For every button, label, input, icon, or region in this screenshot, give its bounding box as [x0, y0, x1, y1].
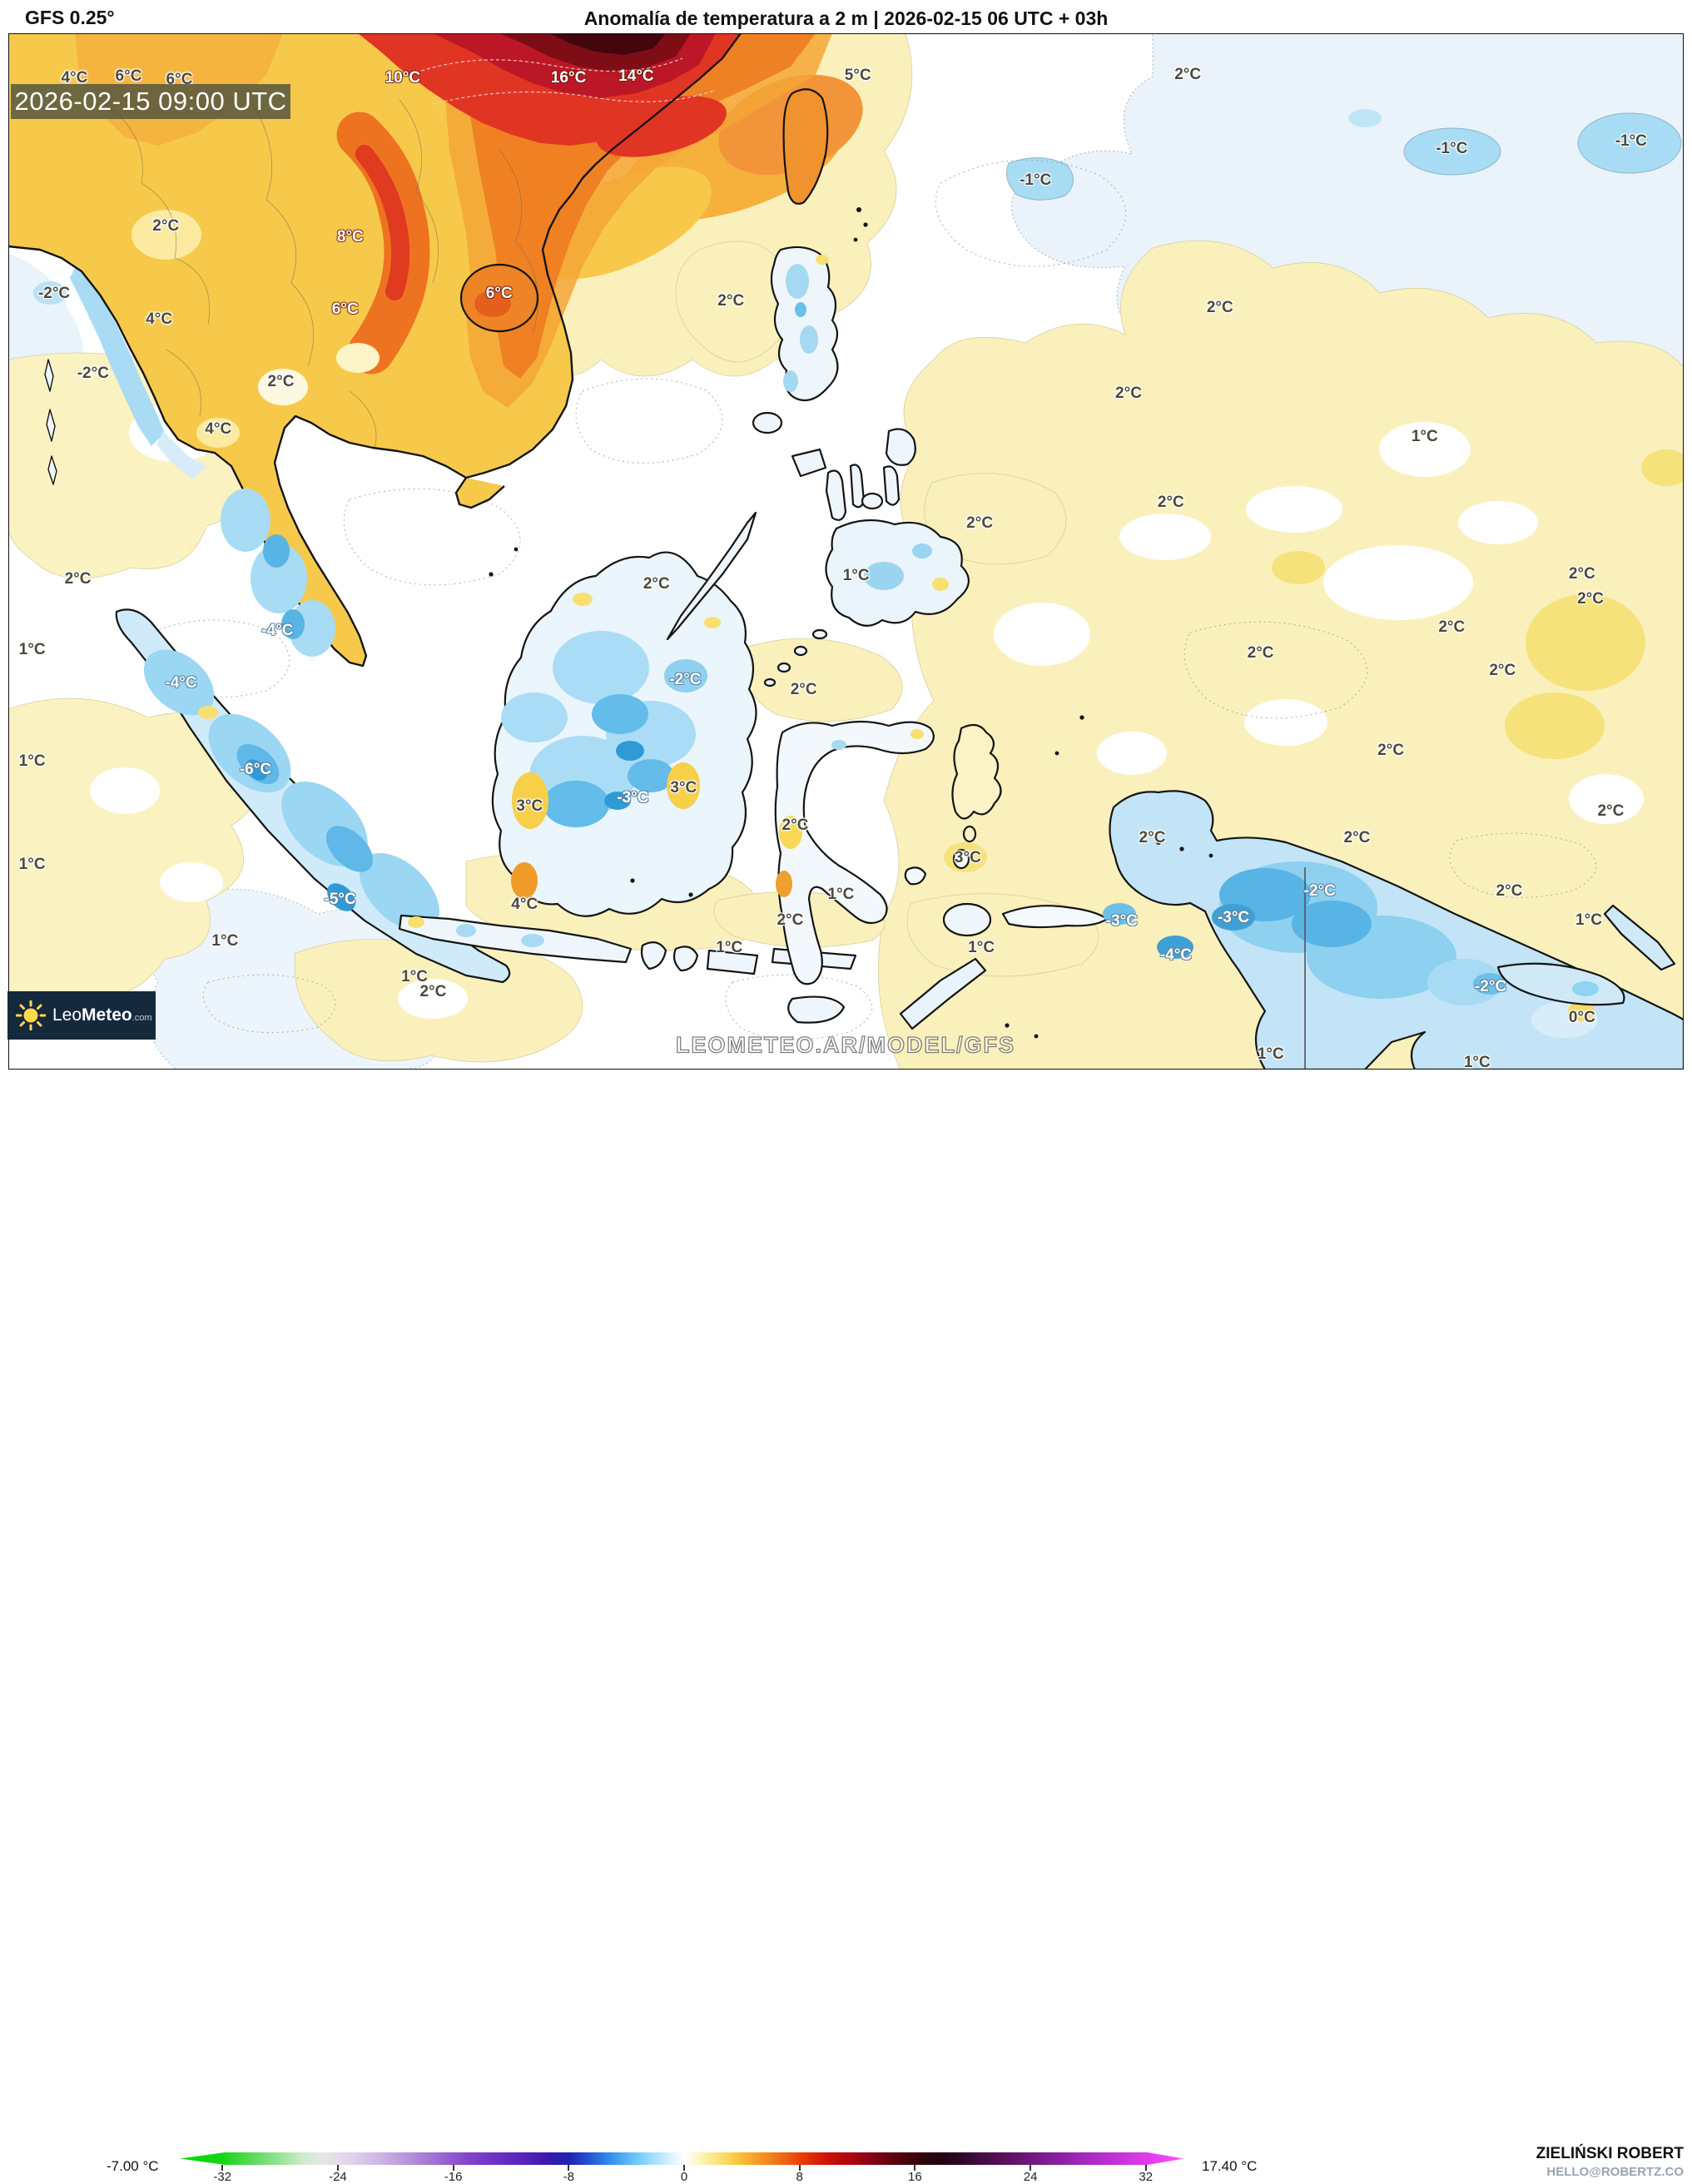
- colorbar: [180, 2152, 1183, 2165]
- watermark-text: LEOMETEO.AR/MODEL/GFS: [675, 1032, 1016, 1058]
- islands: [44, 88, 1684, 1070]
- colorbar-tick-label: -24: [329, 2170, 347, 2184]
- model-name: GFS 0.25°: [25, 7, 115, 28]
- colorbar-tick-label: -32: [213, 2170, 232, 2184]
- leometeo-logo: LeoMeteo.com: [7, 991, 156, 1040]
- colorbar-tick-label: 24: [1023, 2170, 1038, 2184]
- sun-icon: [16, 1000, 46, 1030]
- page-title: Anomalía de temperatura a 2 m | 2026-02-…: [583, 7, 1109, 29]
- footer-bar: -7.00 °C 17.40 °C -32 -24 -16 -8 0 8 16 24 32 ZI…: [0, 1070, 1692, 2184]
- weather-map-frame: 10°C 16°C 14°C 8°C 6°C 6°C 4°C 6°C 6°C 5°C 2°C -1°C…: [7, 33, 1684, 1071]
- colorbar-tick-label: -16: [444, 2170, 463, 2184]
- colorbar-tick-label: 8: [796, 2170, 803, 2184]
- timestamp-overlay: 2026-02-15 09:00 UTC: [11, 84, 290, 119]
- colorbar-tick-label: 0: [680, 2170, 688, 2184]
- credit-author: ZIELIŃSKI ROBERT: [1536, 2145, 1684, 2162]
- peninsula-cold: [221, 489, 335, 657]
- anomaly-map: [8, 33, 1684, 1070]
- colorbar-tick-label: 32: [1139, 2170, 1154, 2184]
- logo-text: LeoMeteo.com: [52, 1005, 152, 1025]
- mainland-coastline: [8, 33, 742, 668]
- colorbar-max-value: 17.40 °C: [1202, 2158, 1258, 2174]
- credit-contact: HELLO@ROBERTZ.CO: [1546, 2165, 1684, 2179]
- colorbar-tick-label: -8: [563, 2170, 574, 2184]
- header-bar: GFS 0.25° Anomalía de temperatura a 2 m …: [0, 0, 1692, 33]
- colorbar-min-value: -7.00 °C: [107, 2158, 159, 2174]
- colorbar-tick-label: 16: [908, 2170, 922, 2184]
